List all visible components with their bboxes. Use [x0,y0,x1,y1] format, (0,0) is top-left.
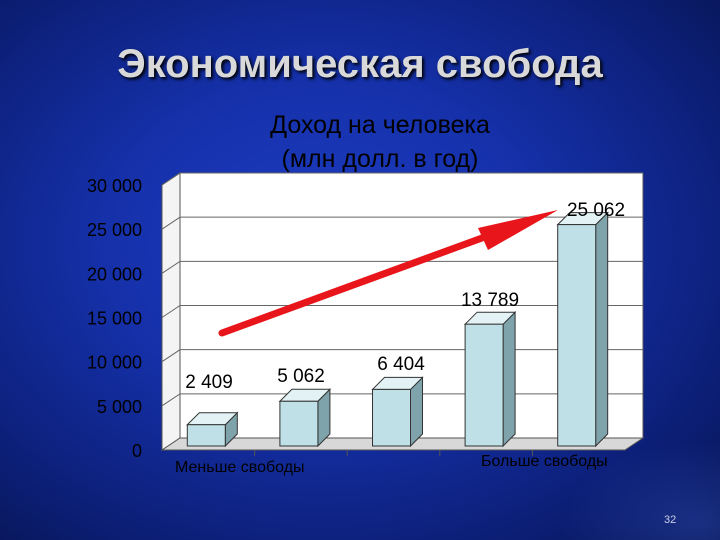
bar [279,400,319,447]
chart-title-line-1: Доход на человека [270,111,490,139]
x-label-left: Меньше свободы [175,459,305,476]
trend-arrow [218,234,486,337]
x-label-right: Больше свободы [481,453,608,470]
y-gridline [161,260,643,274]
bar-side [595,211,609,448]
y-tick-label: 5 000 [97,397,142,417]
trend-arrow-head [478,210,558,250]
y-tick-label: 10 000 [87,353,142,373]
value-label: 5 062 [277,366,325,387]
y-tick-label: 30 000 [87,176,142,196]
bar [186,424,226,447]
bar-side [502,310,516,448]
bar [557,224,597,447]
value-label: 2 409 [185,372,233,393]
value-label: 25 062 [567,200,625,221]
y-gridline [161,172,643,186]
value-label: 13 789 [461,290,519,311]
y-tick-label: 25 000 [87,220,142,240]
chart-title-line-2: (млн долл. в год) [281,145,479,173]
y-tick-label: 0 [132,441,142,461]
bar [464,323,504,447]
y-tick-label: 15 000 [87,309,142,329]
bar [372,388,411,447]
y-gridline [161,305,643,318]
y-tick-label: 20 000 [87,264,142,284]
y-gridline [161,216,643,230]
slide-number: 32 [664,514,677,526]
chart-title: Доход на человека (млн долл. в год) [0,108,720,176]
background-decoration [560,440,720,540]
slide-title: Экономическая свобода [117,42,603,86]
value-label: 6 404 [377,354,425,375]
